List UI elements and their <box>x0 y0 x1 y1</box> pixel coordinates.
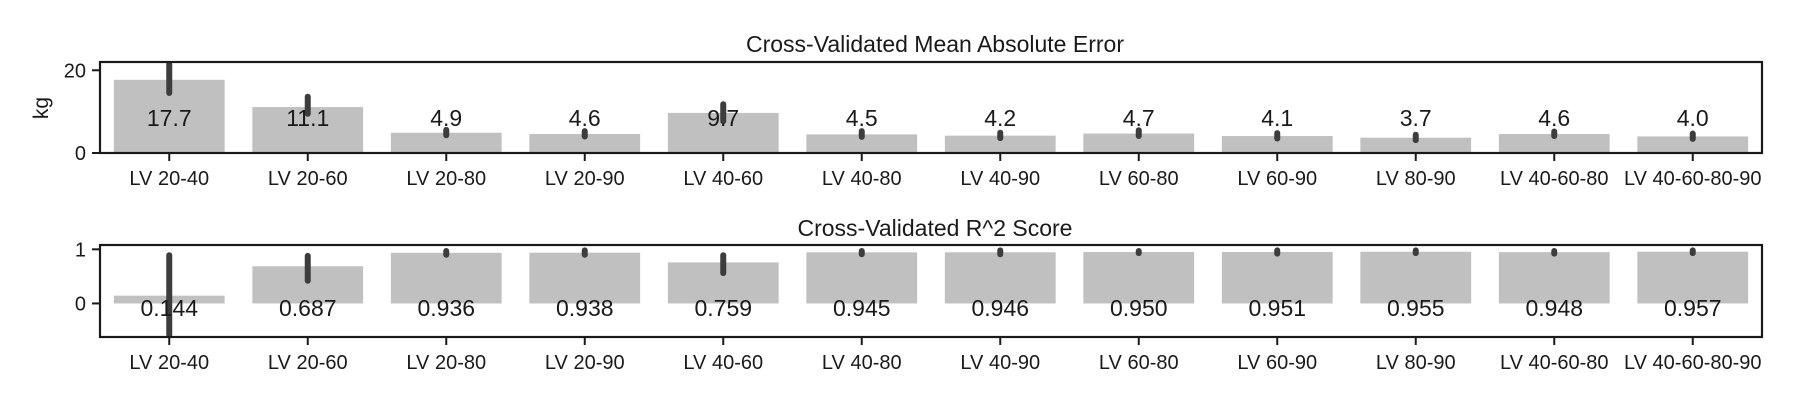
x-tick-label: LV 60-80 <box>1099 168 1179 190</box>
bar-value-label: 4.0 <box>1677 105 1709 131</box>
x-tick-label: LV 80-90 <box>1376 352 1456 374</box>
bar <box>1083 252 1195 304</box>
bar-value-label: 4.6 <box>569 105 601 131</box>
plot-frame <box>98 243 1764 339</box>
x-tick-label: LV 20-90 <box>545 168 625 190</box>
y-tick-label: 0 <box>75 293 86 315</box>
x-tick-label: LV 40-60-80-90 <box>1624 168 1762 190</box>
bar-value-label: 0.945 <box>833 295 891 321</box>
bar-value-label: 4.7 <box>1123 105 1155 131</box>
bar-value-label: 3.7 <box>1400 105 1432 131</box>
bar-value-label: 0.955 <box>1387 295 1445 321</box>
bar-value-label: 0.951 <box>1248 295 1306 321</box>
bar-value-label: 4.9 <box>430 105 462 131</box>
x-tick-label: LV 40-90 <box>960 352 1040 374</box>
bar <box>1083 133 1195 153</box>
x-tick-label: LV 40-60 <box>683 352 763 374</box>
bar-value-label: 4.5 <box>846 105 878 131</box>
x-tick-label: LV 20-40 <box>129 168 209 190</box>
bar <box>529 252 641 304</box>
bar <box>1498 133 1610 153</box>
x-tick-label: LV 40-90 <box>960 168 1040 190</box>
bar <box>1637 251 1749 304</box>
bar-value-label: 0.759 <box>694 295 752 321</box>
x-tick-label: LV 20-90 <box>545 352 625 374</box>
x-tick-label: LV 40-60-80-90 <box>1624 352 1762 374</box>
x-tick-label: LV 60-90 <box>1237 168 1317 190</box>
bar-value-label: 11.1 <box>286 105 329 131</box>
x-tick-label: LV 80-90 <box>1376 168 1456 190</box>
x-tick-label: LV 40-80 <box>822 352 902 374</box>
bar <box>529 133 641 153</box>
bar <box>806 252 918 304</box>
bar-value-label: 0.946 <box>971 295 1029 321</box>
x-tick-label: LV 60-90 <box>1237 352 1317 374</box>
bar <box>806 134 918 153</box>
x-tick-label: LV 20-40 <box>129 352 209 374</box>
bar-value-label: 9.7 <box>707 105 739 131</box>
x-tick-label: LV 20-80 <box>406 168 486 190</box>
r2-chart-title: Cross-Validated R^2 Score <box>798 215 1073 241</box>
bar-value-label: 4.2 <box>984 105 1016 131</box>
bar <box>1360 137 1472 153</box>
bar-value-label: 4.1 <box>1261 105 1293 131</box>
bar-value-label: 0.948 <box>1525 295 1583 321</box>
bar <box>1221 136 1333 153</box>
y-tick-label: 0 <box>75 143 86 165</box>
plot-frame <box>98 60 1764 155</box>
bar-value-label: 4.6 <box>1538 105 1570 131</box>
bar <box>1637 136 1749 153</box>
mae-chart-title: Cross-Validated Mean Absolute Error <box>746 31 1124 57</box>
bar <box>1360 251 1472 304</box>
y-tick-label: 20 <box>64 60 86 82</box>
bar <box>390 252 502 304</box>
bar <box>944 135 1056 153</box>
x-tick-label: LV 60-80 <box>1099 352 1179 374</box>
r2-chart: Cross-Validated R^2 Score 0.144 0.687 0.93… <box>75 215 1764 374</box>
x-tick-label: LV 20-60 <box>268 168 348 190</box>
bar <box>944 252 1056 304</box>
bar-value-label: 0.936 <box>417 295 475 321</box>
x-tick-label: LV 20-80 <box>406 352 486 374</box>
bar-value-label: 0.950 <box>1110 295 1168 321</box>
bar-value-label: 17.7 <box>147 105 192 131</box>
mae-y-axis-label: kg <box>30 97 53 119</box>
bar-value-label: 0.144 <box>140 295 198 321</box>
bar <box>1498 252 1610 304</box>
y-tick-label: 1 <box>75 239 86 261</box>
bar <box>390 132 502 153</box>
x-tick-label: LV 20-60 <box>268 352 348 374</box>
x-tick-label: LV 40-60-80 <box>1500 168 1609 190</box>
bar-value-label: 0.957 <box>1664 295 1722 321</box>
x-tick-label: LV 40-60 <box>683 168 763 190</box>
mae-chart: Cross-Validated Mean Absolute Error kg 1… <box>30 31 1764 190</box>
bar-value-label: 0.938 <box>556 295 614 321</box>
x-tick-label: LV 40-60-80 <box>1500 352 1609 374</box>
bar <box>1221 251 1333 304</box>
bar-value-label: 0.687 <box>279 295 337 321</box>
x-tick-label: LV 40-80 <box>822 168 902 190</box>
